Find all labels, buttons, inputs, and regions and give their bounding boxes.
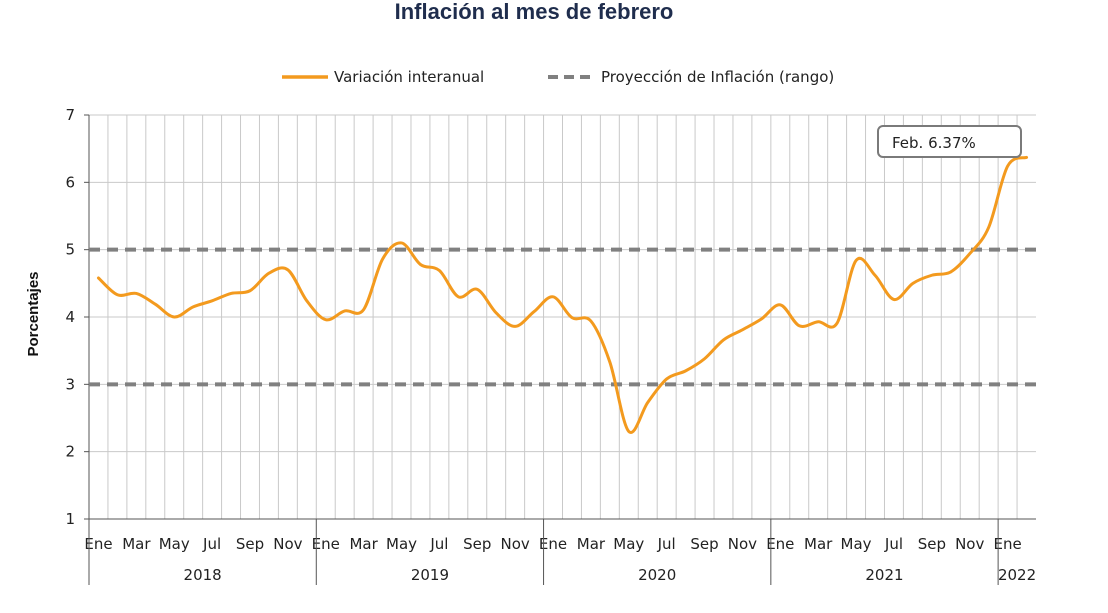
year-label: 2018 (184, 566, 222, 584)
legend: Variación interanual Proyección de Infla… (282, 68, 834, 86)
x-tick-label: May (159, 535, 190, 553)
series-layer (96, 155, 1029, 435)
x-tick-label: Mar (349, 535, 378, 553)
x-tick-label: Jul (884, 535, 903, 553)
x-tick-label: May (386, 535, 417, 553)
x-tick-label: Sep (236, 535, 264, 553)
y-tick-label: 7 (65, 106, 75, 124)
y-tick-label: 4 (65, 308, 75, 326)
x-tick-label: Jul (429, 535, 448, 553)
x-tick-label: May (841, 535, 872, 553)
axes: 1 2 3 4 5 6 7 Ene Mar May Jul Sep Nov Ene Mar May Jul Sep… (65, 106, 1036, 585)
y-tick-label: 1 (65, 510, 75, 528)
y-axis-title: Porcentajes (25, 271, 42, 356)
x-tick-label: Sep (690, 535, 718, 553)
x-tick-label: Ene (766, 535, 794, 553)
year-label: 2019 (411, 566, 449, 584)
x-tick-label: Ene (84, 535, 112, 553)
projection-range-lines (89, 247, 1036, 387)
x-tick-label: Nov (728, 535, 757, 553)
annotation-box (877, 125, 1022, 158)
x-tick-label: Jul (657, 535, 676, 553)
x-tick-label: May (613, 535, 644, 553)
x-tick-label: Mar (122, 535, 151, 553)
x-tick-label: Sep (463, 535, 491, 553)
x-tick-label: Sep (918, 535, 946, 553)
y-tick-label: 3 (65, 375, 75, 393)
y-tick-label: 2 (65, 443, 75, 461)
x-tick-label: Mar (804, 535, 833, 553)
year-label: 2020 (638, 566, 676, 584)
x-tick-label: Nov (501, 535, 530, 553)
x-tick-label: Mar (577, 535, 606, 553)
series-line-variacion-interanual (96, 155, 1029, 435)
x-tick-label: Ene (539, 535, 567, 553)
chart-title: Inflación al mes de febrero (395, 0, 674, 24)
y-tick-label: 6 (65, 173, 75, 191)
x-tick-label: Ene (312, 535, 340, 553)
annotations: Feb. 6.37% (877, 125, 1022, 158)
x-tick-label: Nov (955, 535, 984, 553)
legend-label-variacion: Variación interanual (334, 68, 484, 86)
year-label: 2022 (998, 566, 1036, 584)
gridlines (89, 114, 1036, 519)
x-tick-label: Nov (273, 535, 302, 553)
annotation-label: Feb. 6.37% (892, 134, 976, 152)
x-tick-label: Ene (993, 535, 1021, 553)
year-label: 2021 (865, 566, 903, 584)
legend-label-proyeccion: Proyección de Inflación (rango) (601, 68, 834, 86)
y-tick-label: 5 (65, 241, 75, 259)
x-tick-label: Jul (202, 535, 221, 553)
